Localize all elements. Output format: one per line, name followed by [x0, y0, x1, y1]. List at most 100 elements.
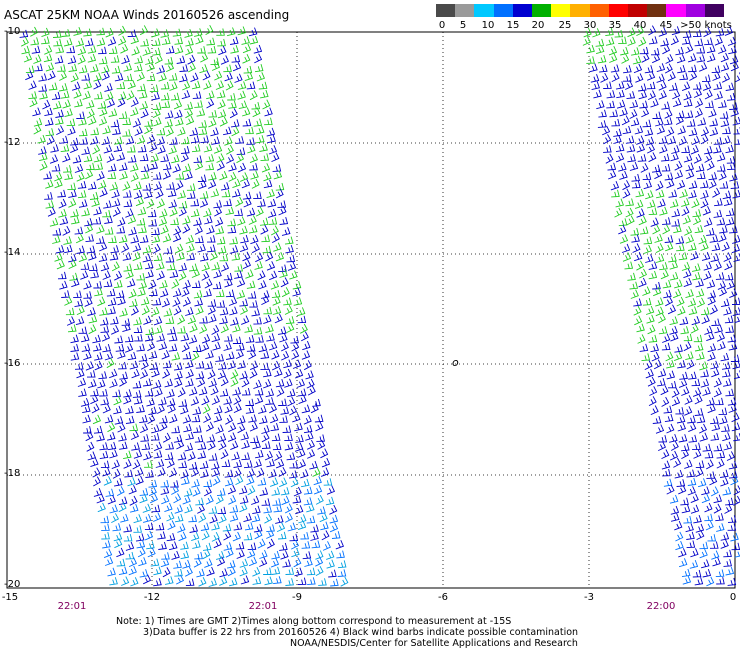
wind-barb [295, 369, 304, 379]
wind-barb [226, 144, 234, 155]
wind-barb [681, 261, 691, 271]
wind-barb [107, 171, 117, 180]
wind-barb [290, 477, 299, 488]
wind-barb [614, 207, 623, 218]
wind-barb [710, 253, 720, 263]
wind-barb [186, 191, 196, 199]
wind-barb [695, 523, 705, 533]
wind-barb [704, 513, 713, 522]
wind-barb [723, 197, 733, 207]
wind-barb [645, 254, 654, 263]
wind-barb [664, 63, 673, 74]
wind-barb [723, 559, 732, 567]
wind-barb [127, 477, 136, 487]
wind-barb [694, 38, 704, 47]
wind-barb [142, 245, 152, 254]
wind-barb [39, 160, 48, 171]
wind-barb [638, 83, 647, 92]
wind-barb [247, 548, 256, 559]
wind-barb [64, 295, 73, 306]
wind-barb [103, 279, 113, 288]
wind-barb [211, 333, 221, 343]
wind-barb [94, 287, 103, 297]
wind-barb [178, 206, 187, 217]
wind-barb [161, 36, 171, 45]
lat-label: -10 [4, 26, 21, 37]
wind-barb [94, 352, 103, 361]
wind-barb [182, 351, 192, 360]
wind-barb [280, 341, 289, 352]
wind-barb [140, 423, 149, 434]
wind-barb [221, 189, 231, 198]
wind-barb [709, 475, 718, 486]
wind-barb [67, 324, 77, 333]
wind-barb [82, 90, 91, 100]
wind-barb [91, 403, 100, 414]
wind-barb [163, 246, 173, 254]
wind-barb [699, 548, 708, 559]
wind-barb [103, 200, 112, 209]
wind-barb [257, 477, 267, 486]
wind-barb [208, 453, 218, 461]
wind-barb [135, 467, 144, 477]
wind-barb [704, 217, 713, 227]
wind-barb [248, 414, 257, 423]
wind-barb [660, 37, 669, 47]
wind-barb [216, 153, 225, 163]
wind-barb [696, 46, 706, 54]
wind-barb [49, 154, 59, 164]
wind-barb [85, 234, 94, 243]
wind-barb [93, 476, 101, 487]
wind-barb [143, 574, 152, 585]
wind-barb [734, 139, 740, 145]
wind-barb [170, 92, 180, 101]
wind-barb [720, 352, 730, 362]
wind-barb [103, 476, 112, 486]
wind-barb [271, 487, 281, 496]
wind-barb [242, 118, 252, 127]
wind-barb [329, 514, 339, 524]
wind-barb [669, 325, 678, 335]
wind-barb [707, 295, 716, 306]
wind-barb [63, 37, 73, 47]
wind-barb [718, 407, 728, 415]
wind-barb [676, 479, 686, 487]
lon-label: -15 [1, 592, 19, 603]
wind-barb [655, 254, 665, 263]
wind-barb [702, 206, 711, 216]
wind-barb [119, 308, 128, 317]
wind-barb [127, 214, 137, 225]
wind-barb [670, 440, 679, 451]
wind-barb [223, 126, 232, 136]
wind-barb [618, 218, 628, 227]
wind-barb [266, 529, 275, 539]
wind-barb [695, 163, 705, 172]
wind-barb [677, 306, 686, 316]
wind-barb [236, 549, 245, 559]
wind-barb [208, 179, 217, 189]
wind-barb [261, 441, 271, 449]
wind-barb [727, 397, 737, 406]
legend-swatch [436, 4, 456, 17]
wind-barb [217, 506, 227, 515]
wind-barb [297, 520, 307, 531]
wind-barb [232, 61, 242, 72]
wind-barb [108, 46, 118, 54]
wind-barb [684, 406, 693, 416]
wind-barb [686, 119, 696, 127]
wind-barb [716, 577, 725, 585]
wind-barb [80, 262, 90, 270]
satellite-swath-right [582, 25, 740, 587]
wind-barb [116, 152, 126, 161]
wind-barb [262, 99, 271, 110]
wind-barb [733, 433, 740, 442]
wind-barb [54, 55, 64, 64]
wind-barb [248, 349, 257, 360]
wind-barb [106, 153, 115, 163]
wind-barb [113, 405, 122, 415]
wind-barb [185, 234, 195, 244]
wind-barb [68, 63, 78, 72]
wind-barb [90, 388, 99, 397]
wind-barb [81, 343, 91, 352]
wind-barb [723, 441, 732, 451]
